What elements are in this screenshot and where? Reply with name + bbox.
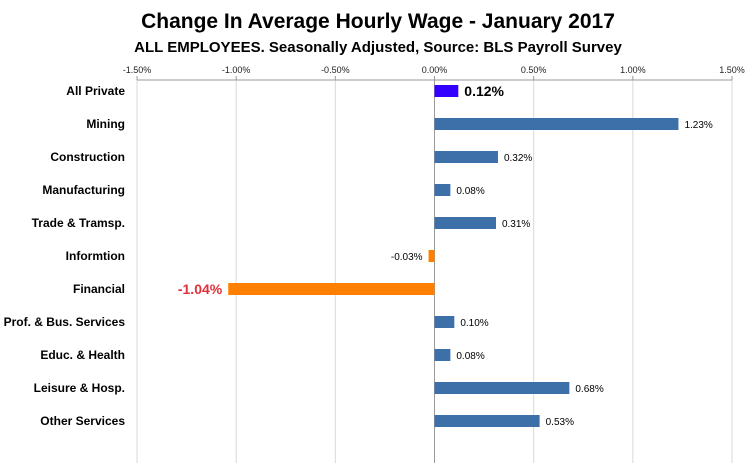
category-label: Mining xyxy=(86,117,125,131)
category-label: Construction xyxy=(50,150,125,164)
data-label: 0.32% xyxy=(504,153,532,164)
x-tick-label: 1.50% xyxy=(719,65,745,75)
bar xyxy=(228,283,435,295)
bar xyxy=(434,415,540,427)
bar xyxy=(434,382,570,394)
x-tick-label: -1.00% xyxy=(222,65,251,75)
category-label: Informtion xyxy=(66,249,125,263)
data-label: 0.68% xyxy=(575,384,603,395)
data-label: 0.12% xyxy=(464,83,504,99)
data-label: 1.23% xyxy=(684,120,712,131)
chart-title: Change In Average Hourly Wage - January … xyxy=(141,10,615,33)
category-label: Manufacturing xyxy=(42,183,125,197)
data-label: 0.08% xyxy=(456,186,484,197)
data-label: 0.31% xyxy=(502,219,530,230)
data-label: 0.08% xyxy=(456,351,484,362)
bar xyxy=(434,184,451,196)
bar xyxy=(428,250,435,262)
bar xyxy=(434,349,451,361)
x-tick-label: -1.50% xyxy=(123,65,152,75)
bar xyxy=(434,316,455,328)
category-label: Leisure & Hosp. xyxy=(34,381,125,395)
category-label: All Private xyxy=(66,84,125,98)
x-tick-label: 0.00% xyxy=(422,65,448,75)
category-label: Trade & Tramsp. xyxy=(32,216,125,230)
category-label: Financial xyxy=(73,282,125,296)
data-label: -1.04% xyxy=(178,281,223,297)
x-tick-label: 0.50% xyxy=(521,65,547,75)
category-label: Prof. & Bus. Services xyxy=(4,315,126,329)
category-label: Educ. & Health xyxy=(40,348,125,362)
data-label: 0.10% xyxy=(460,318,488,329)
data-label: 0.53% xyxy=(546,417,574,428)
chart-subtitle: ALL EMPLOYEES. Seasonally Adjusted, Sour… xyxy=(134,39,622,56)
data-label: -0.03% xyxy=(391,252,423,263)
x-tick-label: 1.00% xyxy=(620,65,646,75)
bar xyxy=(434,118,679,130)
bar xyxy=(434,85,459,97)
bar xyxy=(434,151,498,163)
bar xyxy=(434,217,496,229)
category-label: Other Services xyxy=(40,414,125,428)
x-tick-label: -0.50% xyxy=(321,65,350,75)
